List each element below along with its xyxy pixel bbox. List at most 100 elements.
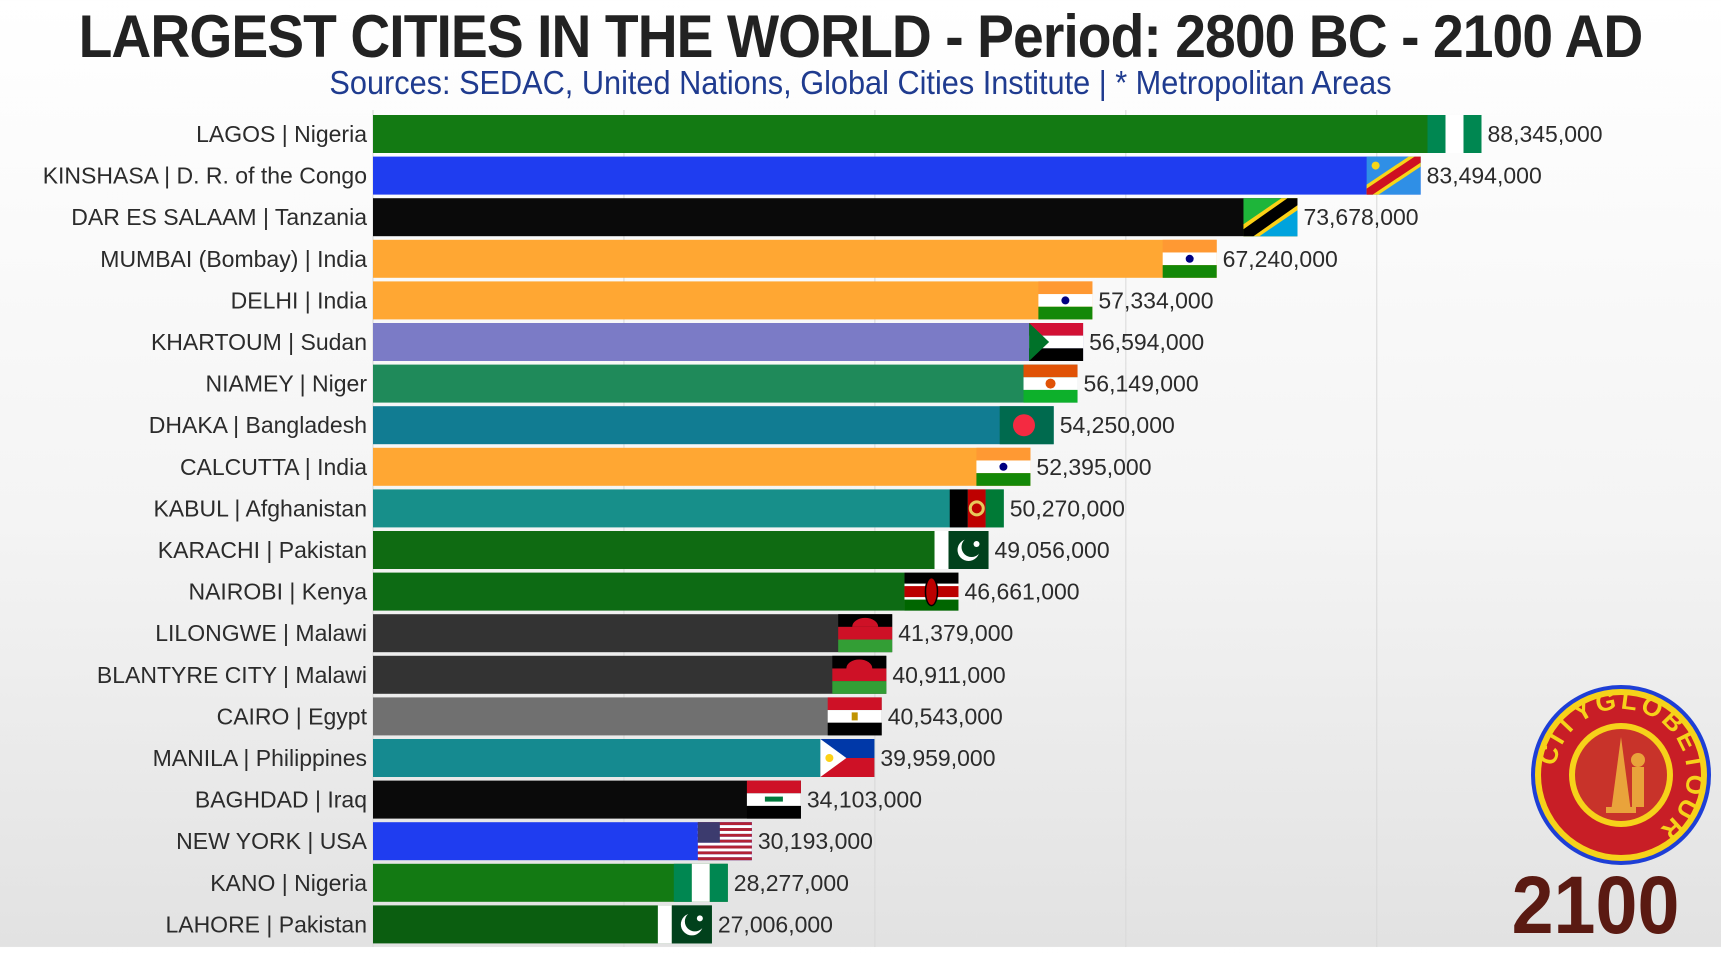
bar-row: KABUL | Afghanistan 50,270,000: [153, 489, 1125, 528]
bar: [373, 489, 1004, 528]
flag-egypt: [827, 697, 882, 736]
value-label: 57,334,000: [1098, 287, 1213, 313]
value-label: 28,277,000: [734, 870, 849, 896]
value-label: 52,395,000: [1036, 454, 1151, 480]
year-label: 2100: [1511, 860, 1679, 951]
category-label: NIAMEY | Niger: [206, 371, 368, 397]
flag-india: [976, 447, 1031, 486]
value-label: 73,678,000: [1303, 204, 1418, 230]
category-label: LAGOS | Nigeria: [196, 121, 367, 147]
bar: [373, 281, 1093, 320]
flag-kenya: [904, 572, 959, 611]
value-label: 46,661,000: [964, 579, 1079, 605]
bar: [373, 822, 752, 861]
flag-niger: [1023, 364, 1078, 403]
flag-pakistan: [934, 531, 989, 569]
bar-row: KANO | Nigeria 28,277,000: [210, 863, 849, 902]
value-label: 67,240,000: [1223, 246, 1338, 272]
value-label: 49,056,000: [995, 537, 1110, 563]
bars: LAGOS | Nigeria 88,345,000 KINSHASA | D. R…: [43, 115, 1603, 944]
flag-philippines: [820, 739, 875, 777]
bar: [373, 905, 712, 944]
flag-india: [1162, 239, 1217, 278]
category-label: DHAKA | Bangladesh: [149, 412, 367, 438]
value-label: 83,494,000: [1427, 163, 1542, 189]
value-label: 88,345,000: [1487, 121, 1602, 147]
category-label: BLANTYRE CITY | Malawi: [97, 662, 367, 688]
value-label: 40,911,000: [892, 662, 1005, 688]
flag-afghanistan: [949, 489, 1004, 528]
value-label: 41,379,000: [898, 620, 1013, 646]
flag-malawi: [838, 614, 893, 653]
bar-row: LAGOS | Nigeria 88,345,000: [196, 115, 1603, 153]
bar: [373, 655, 887, 694]
bar-row: LILONGWE | Malawi 41,379,000: [155, 614, 1013, 653]
category-label: DAR ES SALAAM | Tanzania: [71, 204, 367, 230]
bar-row: MUMBAI (Bombay) | India 67,240,000: [100, 239, 1338, 278]
bar-row: CAIRO | Egypt 40,543,000: [217, 697, 1003, 736]
chart-subtitle: Sources: SEDAC, United Nations, Global C…: [329, 64, 1392, 101]
bar-row: KARACHI | Pakistan 49,056,000: [158, 531, 1110, 569]
bar: [373, 614, 893, 653]
category-label: KHARTOUM | Sudan: [151, 329, 367, 355]
category-label: CALCUTTA | India: [180, 454, 367, 480]
value-label: 39,959,000: [880, 745, 995, 771]
value-label: 40,543,000: [888, 703, 1003, 729]
category-label: MANILA | Philippines: [153, 745, 367, 771]
bar: [373, 863, 728, 902]
bar-row: DELHI | India 57,334,000: [231, 281, 1214, 320]
bar-row: KINSHASA | D. R. of the Congo 83,494,000: [43, 156, 1542, 195]
category-label: LAHORE | Pakistan: [165, 911, 367, 937]
flag-bangladesh: [999, 406, 1054, 445]
bar-row: BLANTYRE CITY | Malawi 40,911,000: [97, 655, 1006, 694]
value-label: 27,006,000: [718, 911, 833, 937]
flag-india: [1038, 281, 1093, 320]
category-label: MUMBAI (Bombay) | India: [100, 246, 367, 272]
bar-row: KHARTOUM | Sudan 56,594,000: [151, 323, 1204, 361]
bar: [373, 323, 1084, 361]
flag-tanzania: [1243, 198, 1298, 237]
category-label: KARACHI | Pakistan: [158, 537, 367, 563]
bar: [373, 406, 1054, 445]
category-label: KABUL | Afghanistan: [153, 495, 367, 521]
bar: [373, 156, 1421, 195]
bar-row: MANILA | Philippines 39,959,000: [153, 739, 996, 777]
bar: [373, 531, 989, 569]
category-label: NEW YORK | USA: [176, 828, 368, 854]
value-label: 54,250,000: [1060, 412, 1175, 438]
bar-row: LAHORE | Pakistan 27,006,000: [165, 905, 833, 944]
bar-row: BAGHDAD | Iraq 34,103,000: [195, 780, 922, 819]
flag-sudan: [1029, 323, 1084, 361]
bar: [373, 739, 875, 777]
flag-drc: [1366, 156, 1421, 195]
bar-row: NEW YORK | USA 30,193,000: [176, 822, 873, 861]
bar-row: CALCUTTA | India 52,395,000: [180, 447, 1152, 486]
bar: [373, 572, 959, 611]
bar: [373, 697, 882, 736]
flag-pakistan: [657, 905, 712, 944]
bar: [373, 198, 1298, 237]
bar-row: DHAKA | Bangladesh 54,250,000: [149, 406, 1175, 445]
category-label: KANO | Nigeria: [210, 870, 367, 896]
flag-usa: [697, 822, 752, 861]
bar-row: NAIROBI | Kenya 46,661,000: [188, 572, 1080, 611]
category-label: BAGHDAD | Iraq: [195, 787, 367, 813]
flag-malawi: [832, 655, 887, 694]
category-label: NAIROBI | Kenya: [188, 579, 367, 605]
bar: [373, 447, 1031, 486]
category-label: DELHI | India: [231, 287, 368, 313]
flag-nigeria: [1427, 115, 1482, 153]
bar-row: DAR ES SALAAM | Tanzania 73,678,000: [71, 198, 1419, 237]
bar: [373, 364, 1078, 403]
value-label: 56,594,000: [1089, 329, 1204, 355]
bar-row: NIAMEY | Niger 56,149,000: [206, 364, 1199, 403]
value-label: 50,270,000: [1010, 495, 1125, 521]
bar: [373, 239, 1217, 278]
bar: [373, 115, 1482, 153]
value-label: 30,193,000: [758, 828, 873, 854]
chart-title: LARGEST CITIES IN THE WORLD - Period: 28…: [78, 3, 1644, 70]
value-label: 56,149,000: [1084, 371, 1199, 397]
category-label: KINSHASA | D. R. of the Congo: [43, 163, 367, 189]
bar: [373, 780, 801, 819]
